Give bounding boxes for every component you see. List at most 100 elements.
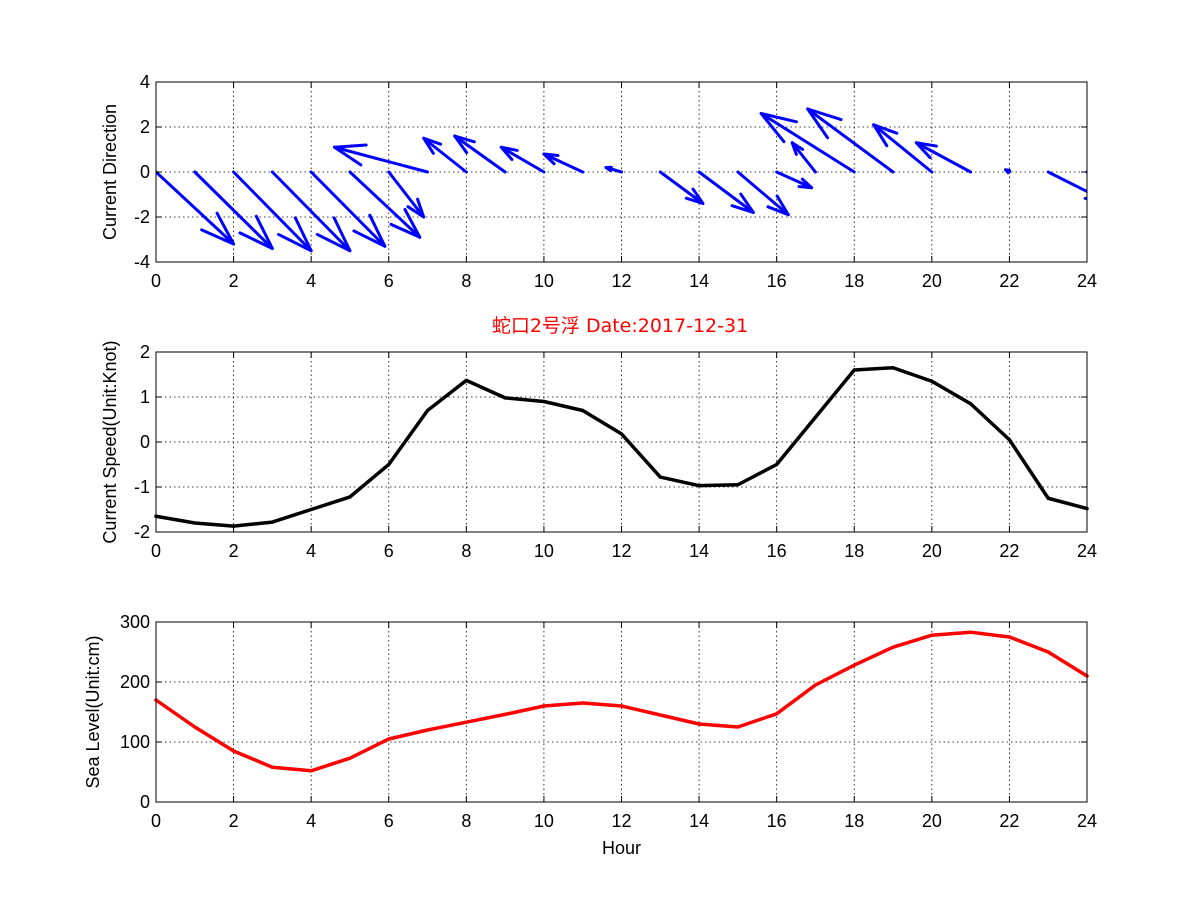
sea-level-series [154,630,1089,773]
current-speed-point [581,408,585,413]
current-speed-point [736,483,740,487]
sea-level-y-tick-label: 200 [120,672,150,692]
direction-arrow-shaft [332,145,430,174]
sea-level-point [852,663,856,667]
sea-level-x-tick-label: 18 [844,811,864,831]
current-speed-point [930,379,934,383]
current-speed-x-tick-label: 0 [151,541,161,561]
current-speed-point [503,396,507,400]
current-speed-point [969,402,973,406]
direction-arrow-head [453,134,476,155]
current-speed-x-tick-label: 16 [767,541,787,561]
direction-arrow-shaft [872,123,934,174]
current-speed-point [542,399,546,404]
direction-arrow-shaft [270,170,352,253]
current-speed-y-tick-label: 0 [140,432,150,452]
current-speed-x-tick-label: 24 [1077,541,1097,561]
current-speed-y-tick-label: -1 [134,477,150,497]
current-direction-y-tick-labels: -4 -2 0 2 4 [134,72,1087,272]
sea-level-grid [156,622,1087,802]
direction-arrow-shaft [775,170,814,190]
current-direction-arrows [156,107,1087,253]
current-direction-x-tick-label: 16 [767,271,787,291]
sea-level-point [1007,635,1012,639]
sea-level-point [1046,650,1050,654]
sea-level-x-axis-label: Hour [602,838,641,858]
current-speed-x-tick-label: 4 [306,541,316,561]
current-speed-point [619,432,624,436]
current-speed-x-tick-label: 6 [384,541,394,561]
current-direction-x-tick-label: 0 [151,271,161,291]
current-speed-y-tick-label: 1 [140,387,150,407]
current-speed-point [348,495,352,499]
current-direction-x-tick-label: 12 [611,271,631,291]
current-direction-x-tick-label: 2 [229,271,239,291]
sea-level-x-tick-label: 16 [767,811,787,831]
direction-arrow-head [790,141,805,156]
current-direction-x-tick-label: 20 [922,271,942,291]
sea-level-point [619,704,624,708]
sea-level-point [387,737,391,741]
current-speed-point [387,462,391,467]
sea-level-point [503,712,507,717]
direction-arrow-head [352,213,387,248]
sea-level-point [736,725,740,729]
current-speed-x-tick-label: 2 [229,541,239,561]
direction-arrow-head [604,165,613,173]
current-speed-x-tick-labels: 0 2 4 6 8 10 12 14 16 18 20 22 24 [151,352,1097,561]
current-speed-point [813,415,818,419]
direction-arrow-head [872,123,899,148]
current-speed-point [658,475,662,479]
current-direction-x-tick-label: 22 [999,271,1019,291]
sea-level-point [193,725,197,729]
direction-arrow-shaft [736,170,790,217]
direction-arrow [232,170,313,253]
sea-level-point [697,722,701,726]
current-speed-point [270,520,274,524]
sea-level-point [813,683,818,687]
current-direction-y-tick-label: -2 [134,207,150,227]
direction-arrow-head [238,214,274,250]
current-direction-x-tick-labels: 0 2 4 6 8 10 12 14 16 18 20 22 24 [151,82,1097,291]
direction-arrow [658,170,705,205]
sea-level-point [231,749,236,753]
direction-arrow-shaft [542,152,585,174]
sea-level-point [891,645,895,649]
direction-arrow-shaft [348,170,422,239]
sea-level-point [309,769,313,773]
current-speed-x-tick-label: 18 [844,541,864,561]
sea-level-point [542,704,546,708]
direction-arrow [348,170,422,239]
direction-arrow [453,134,507,174]
direction-arrow-head [200,211,236,246]
sea-level-point [930,633,934,637]
direction-arrow-shaft [806,107,895,174]
current-speed-point [425,408,430,413]
direction-arrow [775,170,814,190]
current-speed-point [852,368,856,372]
direction-arrow-shaft [697,170,755,214]
direction-arrow-shaft [387,170,426,219]
direction-arrow-head [422,136,443,155]
direction-arrow-shaft [156,170,236,246]
direction-arrow [736,170,790,217]
direction-arrow [1004,168,1011,175]
sea-level-y-tick-label: 300 [120,612,150,632]
direction-arrow-head [277,216,313,253]
sea-level-x-tick-label: 14 [689,811,709,831]
sea-level-x-tick-label: 22 [999,811,1019,831]
direction-arrow-shaft [914,141,973,174]
current-speed-x-tick-label: 8 [461,541,471,561]
sea-level-point [969,630,973,634]
direction-arrow [697,170,755,214]
sea-level-point [348,756,352,760]
direction-arrow [193,170,274,250]
sea-level-y-axis-label: Sea Level(Unit:cm) [83,635,103,788]
direction-arrow [1046,170,1087,201]
current-speed-x-tick-label: 20 [922,541,942,561]
direction-arrow-head [499,145,519,162]
